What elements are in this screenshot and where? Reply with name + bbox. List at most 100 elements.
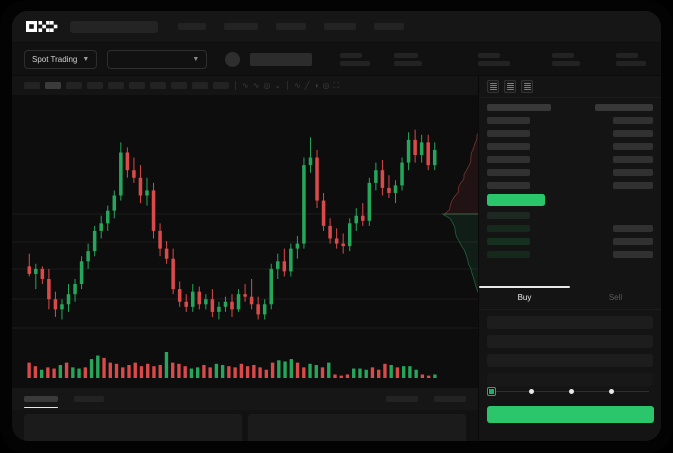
ask-amount [613, 169, 653, 176]
orderbook-ask-row[interactable] [487, 181, 653, 190]
ruler-icon[interactable]: ╱ [304, 80, 310, 90]
tab-buy[interactable]: Buy [479, 286, 570, 309]
stat-value [478, 60, 511, 66]
orderbook-mode-both[interactable] [487, 80, 499, 93]
stat-pair-4 [552, 52, 581, 66]
timeframe-button-4[interactable] [108, 82, 124, 89]
nav-item-3[interactable] [276, 23, 306, 30]
timeframe-button-0[interactable] [24, 82, 40, 89]
tab-order-history[interactable] [74, 388, 104, 410]
stat-value [616, 60, 647, 66]
price-field[interactable] [487, 335, 653, 348]
bid-price [487, 225, 530, 232]
orderbook-mode-bids[interactable] [504, 80, 516, 93]
okx-logo[interactable] [26, 21, 60, 32]
bid-price [487, 238, 530, 245]
timeframe-group [24, 82, 229, 89]
current-price-row[interactable] [487, 194, 545, 206]
orderbook-bid-row[interactable] [487, 237, 653, 246]
col-price-header [487, 104, 551, 111]
orderbook-bid-row[interactable] [487, 250, 653, 259]
timeframe-button-5[interactable] [129, 82, 145, 89]
amount-field[interactable] [487, 354, 653, 367]
bid-price [487, 251, 530, 258]
submit-order-button[interactable] [487, 406, 654, 423]
chevron-down-icon: ▼ [192, 55, 200, 63]
timeframe-button-1[interactable] [45, 82, 61, 89]
ask-amount [613, 156, 653, 163]
nav-item-1[interactable] [178, 23, 206, 30]
stat-value [552, 60, 581, 66]
stat-pair-3 [478, 52, 511, 66]
tab-label [24, 396, 58, 402]
ask-amount [613, 182, 653, 189]
orderbook-ask-row[interactable] [487, 142, 653, 151]
orderbook-ask-row[interactable] [487, 168, 653, 177]
top-nav [12, 11, 661, 43]
percent-slider[interactable] [487, 384, 654, 398]
app-screen: Spot Trading ▼ ▼ [12, 11, 661, 441]
ask-amount [613, 143, 653, 150]
magnet-icon[interactable]: ◑ [313, 80, 319, 90]
orderbook-mode-asks[interactable] [521, 80, 533, 93]
market-type-dropdown[interactable]: Spot Trading ▼ [24, 49, 98, 69]
stat-label [340, 52, 363, 58]
bid-amount [613, 238, 653, 245]
pair-select[interactable]: ▼ [107, 49, 208, 69]
orderbook-bid-row[interactable] [487, 224, 653, 233]
active-tab-underline [24, 406, 58, 408]
bid-amount [613, 225, 653, 232]
orderbook-bid-row[interactable] [487, 211, 653, 220]
ask-price [487, 169, 530, 176]
slider-handle[interactable] [487, 386, 496, 396]
timeframe-button-8[interactable] [192, 82, 208, 89]
ask-price [487, 156, 530, 163]
ask-price [487, 182, 530, 189]
stat-pair-1 [340, 52, 371, 66]
slider-stop-50[interactable] [569, 388, 574, 394]
toolbar-divider [235, 81, 236, 90]
volume-histogram[interactable] [12, 336, 478, 388]
nav-item-5[interactable] [374, 23, 404, 30]
nav-item-4[interactable] [324, 23, 356, 30]
tab-sell[interactable]: Sell [570, 286, 661, 309]
total-field[interactable] [487, 373, 653, 386]
bid-rows[interactable] [487, 211, 653, 259]
orderbook-ask-row[interactable] [487, 129, 653, 138]
line-chart-icon[interactable]: ∿ [294, 80, 301, 90]
ask-amount [613, 117, 653, 124]
tab-buy-label: Buy [517, 293, 532, 302]
orderbook-mode-group [479, 76, 661, 98]
timeframe-button-6[interactable] [150, 82, 166, 89]
nav-item-2[interactable] [224, 23, 258, 30]
compare-icon[interactable]: ∿ [252, 80, 260, 90]
orderbook-ask-row[interactable] [487, 116, 653, 125]
slider-stop-75[interactable] [609, 388, 614, 394]
timeframe-button-9[interactable] [213, 82, 229, 89]
stat-label [478, 52, 501, 58]
camera-icon[interactable]: ◎ [322, 80, 330, 90]
timeframe-button-2[interactable] [66, 82, 82, 89]
tab-open-orders[interactable] [24, 388, 58, 410]
orderbook-rows[interactable] [479, 98, 661, 259]
pair-name-placeholder [250, 52, 313, 66]
ask-price [487, 117, 530, 124]
candlestick-chart[interactable] [12, 96, 478, 336]
indicator-icon[interactable]: ∿ [242, 80, 249, 90]
bottom-panel-right[interactable] [248, 414, 466, 441]
chevron-down-icon[interactable]: ⌄ [274, 80, 282, 90]
order-panel: Buy Sell [478, 76, 661, 441]
orderbook-ask-row[interactable] [487, 155, 653, 164]
bottom-action-2[interactable] [434, 396, 466, 402]
timeframe-button-7[interactable] [171, 82, 187, 89]
slider-stop-25[interactable] [529, 388, 534, 394]
nav-search-placeholder[interactable] [70, 20, 158, 33]
pair-avatar [225, 51, 241, 67]
bottom-action-1[interactable] [386, 396, 418, 402]
timeframe-button-3[interactable] [87, 82, 103, 89]
bottom-panel-left[interactable] [24, 414, 242, 441]
ask-rows[interactable] [487, 116, 653, 190]
order-type-field[interactable] [487, 316, 653, 329]
fullscreen-icon[interactable]: ⛶ [333, 80, 340, 90]
settings-icon[interactable]: ◎ [263, 80, 271, 90]
